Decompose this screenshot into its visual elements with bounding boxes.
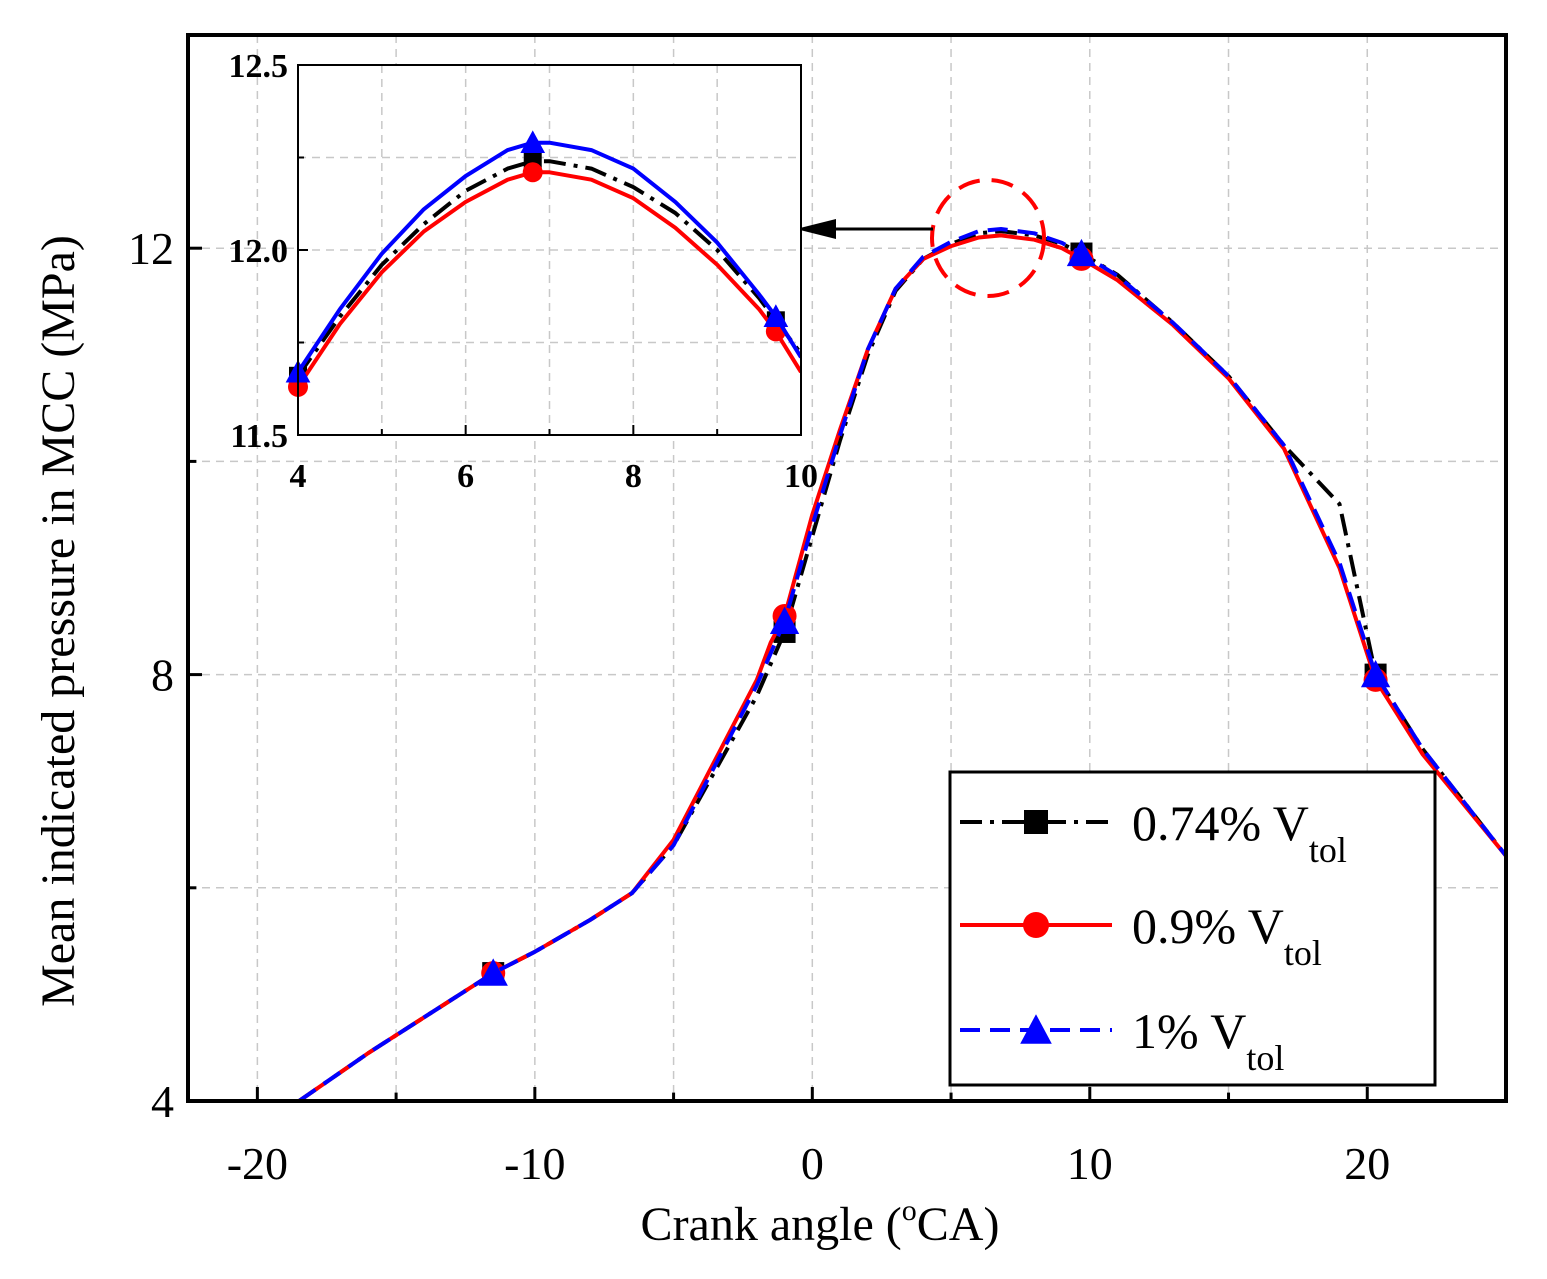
series-line (297, 227, 1506, 1101)
legend-marker (1023, 912, 1049, 938)
data-point (1360, 659, 1391, 688)
main-plot-frame (186, 33, 1508, 1103)
y-tick-label: 12.5 (229, 48, 289, 85)
data-point (478, 958, 508, 986)
series-circle (298, 170, 801, 389)
y-tick-label: 8 (151, 650, 174, 701)
x-tick-label: -10 (504, 1138, 565, 1189)
series-line (298, 170, 801, 389)
legend-label: 0.9% Vtol (1132, 898, 1322, 973)
main-ticks: -20 -10 0 10 20 4 8 12 (128, 33, 1508, 1189)
x-axis-title: Crank angle (oCA) (641, 1194, 1000, 1251)
legend: 0.74% Vtol 0.9% Vtol 1% Vtol (948, 770, 1437, 1087)
x-tick-label: 6 (457, 458, 474, 495)
series-line (298, 159, 801, 377)
series-square (298, 159, 801, 377)
data-point (769, 606, 800, 634)
x-tick-label: 4 (290, 458, 307, 495)
data-point (520, 130, 546, 154)
legend-label: 1% Vtol (1132, 1003, 1284, 1078)
x-tick-label: 20 (1344, 1138, 1390, 1189)
zoom-arrow (796, 219, 933, 239)
legend-marker (1020, 1014, 1052, 1044)
data-point (1066, 238, 1097, 267)
series-triangle (297, 227, 1506, 1101)
zoom-highlight-ellipse (930, 178, 1046, 298)
data-point (522, 162, 543, 183)
x-tick-label: 10 (1067, 1138, 1113, 1189)
y-tick-label: 12.0 (229, 233, 289, 270)
legend-marker (1024, 810, 1048, 834)
legend-label: 0.74% Vtol (1132, 795, 1347, 870)
legend-item: 0.9% Vtol (960, 898, 1322, 973)
inset-ticks: 4 6 8 10 11.5 12.0 12.5 (229, 48, 819, 495)
legend-item: 1% Vtol (960, 1003, 1284, 1078)
y-tick-label: 4 (151, 1076, 174, 1127)
series-markers (478, 238, 1391, 986)
data-point (763, 304, 789, 327)
y-tick-label: 12 (128, 223, 174, 274)
main-series (297, 227, 1506, 1101)
x-tick-label: 10 (784, 458, 818, 495)
y-tick-label: 11.5 (230, 418, 288, 455)
x-tick-label: 8 (625, 458, 642, 495)
series-triangle (298, 140, 801, 374)
y-axis-title: Mean indicated pressure in MCC (MPa) (32, 235, 85, 1007)
legend-item: 0.74% Vtol (960, 795, 1347, 870)
x-tick-label: -20 (227, 1138, 288, 1189)
series-line (298, 140, 801, 374)
x-tick-label: 0 (801, 1138, 824, 1189)
